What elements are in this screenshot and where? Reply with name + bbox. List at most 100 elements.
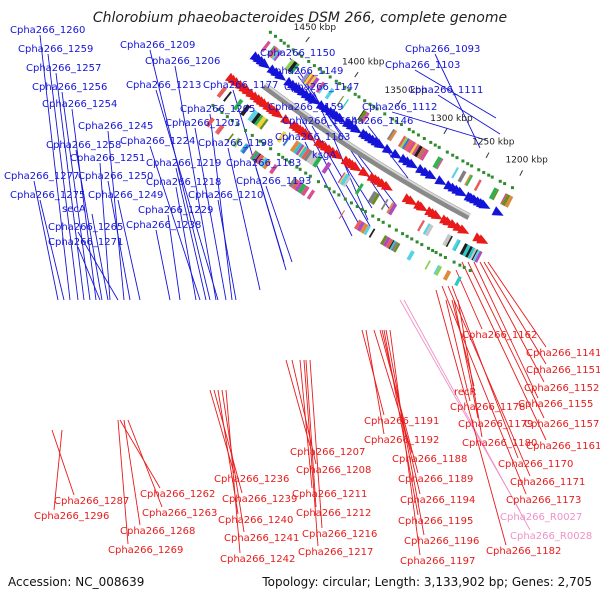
reverse-cog-block xyxy=(337,172,346,183)
annotation-block xyxy=(368,228,376,238)
gc-content-marker xyxy=(360,207,364,211)
reverse-cog-block xyxy=(254,114,264,126)
annotation-block xyxy=(214,124,222,133)
reverse-gene-arrow xyxy=(331,149,344,160)
gene-label-reverse: Cpha266_1217 xyxy=(298,547,373,558)
gc-content-marker xyxy=(220,110,224,114)
leader-line-forward xyxy=(107,180,131,301)
annotation-block xyxy=(353,219,362,230)
forward-cog-block xyxy=(270,47,279,59)
gc-skew-marker xyxy=(279,39,283,43)
gc-content-marker xyxy=(427,246,431,250)
forward-cog-block xyxy=(305,74,315,86)
leader-line-forward xyxy=(313,91,369,221)
forward-gene-arrow xyxy=(349,123,362,134)
reverse-cog-block xyxy=(293,142,303,155)
gene-label-reverse: Cpha266_1155 xyxy=(518,399,593,410)
gene-label-forward: Cpha266_1093 xyxy=(405,44,480,55)
reverse-cog-block xyxy=(442,233,452,247)
leader-line-reverse xyxy=(435,289,507,546)
leader-line-reverse xyxy=(445,299,471,402)
gene-label-forward: Cpha266_1210 xyxy=(188,190,263,201)
gc-skew-marker xyxy=(437,145,441,149)
reverse-cog-block xyxy=(453,239,461,252)
reverse-gene-arrow xyxy=(457,224,470,234)
leader-line-forward xyxy=(39,34,71,301)
accession-text: Accession: NC_008639 xyxy=(8,575,144,589)
gene-label-forward: Cpha266_1203 xyxy=(165,118,240,129)
forward-cog-block xyxy=(304,73,313,85)
scale-tick-mark xyxy=(443,128,448,135)
gc-skew-marker xyxy=(391,117,395,121)
gc-skew-marker xyxy=(343,85,347,89)
gene-label-reverse: Cpha266_1194 xyxy=(400,495,475,506)
map-title: Chlorobium phaeobacteroides DSM 266, com… xyxy=(93,10,507,26)
gc-content-marker xyxy=(405,234,409,238)
leader-line-forward xyxy=(217,199,237,301)
gc-skew-marker xyxy=(445,150,449,154)
reverse-cog-block xyxy=(422,223,431,235)
leader-line-reverse xyxy=(479,261,545,383)
leader-line-forward xyxy=(175,186,197,301)
forward-gene-arrow xyxy=(389,148,402,159)
annotation-block xyxy=(393,242,401,253)
forward-cog-block xyxy=(504,195,514,208)
gene-label-reverse: Cpha266_1192 xyxy=(364,435,439,446)
leader-line-forward xyxy=(149,49,211,301)
gene-label-reverse: Cpha266_1178 xyxy=(450,402,525,413)
gc-skew-marker xyxy=(455,156,459,160)
reverse-cog-block xyxy=(471,249,479,261)
forward-cog-block xyxy=(266,45,276,56)
forward-gene-arrow xyxy=(334,112,346,124)
gc-content-marker xyxy=(250,133,254,137)
gc-skew-marker xyxy=(317,67,321,71)
gc-content-marker xyxy=(225,115,229,119)
forward-cog-block xyxy=(416,146,425,159)
annotation-block xyxy=(385,238,394,249)
annotation-block xyxy=(306,189,316,200)
gene-label-reverse: Cpha266_1262 xyxy=(140,489,215,500)
scale-tick-mark xyxy=(397,100,402,106)
reverse-cog-block xyxy=(417,219,425,232)
annotation-block xyxy=(255,154,265,165)
gene-label-reverse: Cpha266_1207 xyxy=(290,447,365,458)
gc-skew-marker xyxy=(307,59,311,63)
gc-skew-marker xyxy=(451,153,455,157)
leader-line-forward xyxy=(155,229,171,301)
annotation-block xyxy=(232,137,242,148)
annotation-block xyxy=(262,159,272,170)
forward-gene-arrow xyxy=(491,206,504,216)
leader-line-reverse xyxy=(303,359,319,547)
leader-line-forward xyxy=(255,167,287,271)
forward-cog-block xyxy=(290,63,300,75)
gene-label-forward: Cpha266_1229 xyxy=(138,205,213,216)
reverse-cog-block xyxy=(380,198,389,211)
scale-tick-mark xyxy=(519,170,524,176)
annotation-block xyxy=(391,241,399,252)
leader-line-forward xyxy=(209,113,233,301)
forward-cog-block xyxy=(418,148,426,159)
leader-line-forward xyxy=(194,127,227,301)
gc-content-marker xyxy=(431,249,435,253)
reverse-cog-block xyxy=(256,116,267,129)
forward-gene-arrow xyxy=(424,169,437,180)
leader-lines xyxy=(33,34,547,556)
gene-label-forward: Cpha266_1149 xyxy=(268,66,343,77)
forward-cog-block xyxy=(260,40,271,53)
gene-label-forward: Cpha266_1209 xyxy=(120,40,195,51)
reverse-gene-arrow xyxy=(380,180,393,191)
gene-label-reverse: Cpha266_1241 xyxy=(224,533,299,544)
gene-label-reverse: Cpha266_1287 xyxy=(54,496,129,507)
forward-cog-block xyxy=(488,187,498,200)
gc-content-marker xyxy=(261,141,265,145)
gc-content-marker xyxy=(304,171,308,175)
gc-content-marker xyxy=(281,155,285,159)
gc-skew-marker xyxy=(268,30,272,34)
annotation-block xyxy=(253,152,261,162)
leader-line-reverse xyxy=(441,285,527,495)
annotation-block xyxy=(288,177,298,188)
annotation-block xyxy=(454,275,462,287)
gc-skew-marker xyxy=(372,105,376,109)
leader-line-reverse xyxy=(213,389,243,494)
gene-label-forward: Cpha266_1213 xyxy=(126,80,201,91)
